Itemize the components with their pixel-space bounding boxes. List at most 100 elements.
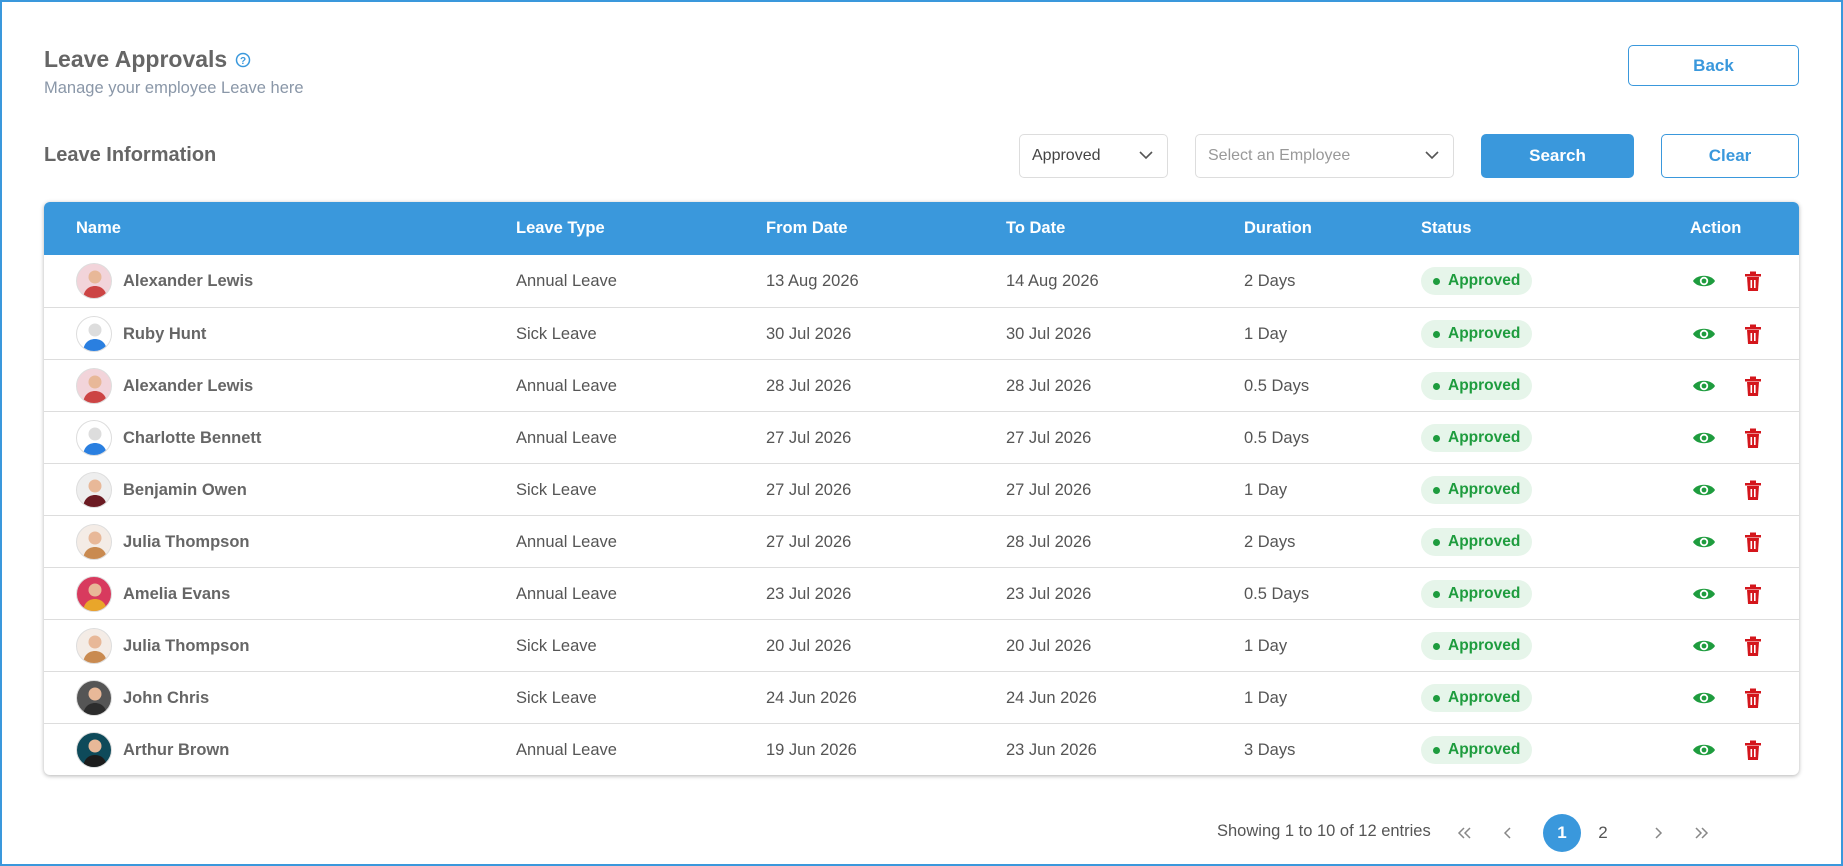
delete-icon[interactable] <box>1744 428 1762 448</box>
page-title: Leave Approvals <box>44 46 228 72</box>
table-cell: 28 Jul 2026 <box>1006 376 1092 395</box>
table-cell: 2 Days <box>1244 271 1296 290</box>
status-badge: Approved <box>1421 528 1533 556</box>
avatar <box>76 680 112 716</box>
view-icon[interactable] <box>1692 534 1716 550</box>
table-cell: Annual Leave <box>516 584 617 603</box>
table-cell: 28 Jul 2026 <box>766 376 852 395</box>
view-icon[interactable] <box>1692 586 1716 602</box>
delete-icon[interactable] <box>1744 271 1762 291</box>
table-cell: 1 Day <box>1244 324 1288 343</box>
avatar-figure <box>83 479 107 507</box>
table-row: Amelia Evans Annual Leave 23 Jul 2026 23 Ju… <box>44 567 1799 619</box>
status-dot <box>1433 277 1440 285</box>
page-button[interactable]: 1 <box>1543 814 1581 852</box>
employee-placeholder: Select an Employee <box>1208 147 1351 164</box>
view-icon[interactable] <box>1692 273 1716 289</box>
view-icon[interactable] <box>1692 326 1716 342</box>
table-cell: 30 Jul 2026 <box>766 324 852 343</box>
delete-icon[interactable] <box>1744 532 1762 552</box>
table-cell: 27 Jul 2026 <box>1006 428 1092 447</box>
employee-name: Arthur Brown <box>123 740 230 759</box>
employee-name: Amelia Evans <box>123 584 231 603</box>
page-subtitle: Manage your employee Leave here <box>44 79 304 97</box>
view-icon[interactable] <box>1692 742 1716 758</box>
status-badge: Approved <box>1421 372 1533 400</box>
page-button[interactable]: 2 <box>1598 823 1608 842</box>
status-dot <box>1433 694 1440 702</box>
table-cell: 19 Jun 2026 <box>766 740 857 759</box>
name-cell: John Chris <box>76 672 209 724</box>
delete-icon[interactable] <box>1744 636 1762 656</box>
status-badge: Approved <box>1421 267 1533 295</box>
avatar-figure <box>83 635 107 663</box>
view-icon[interactable] <box>1692 638 1716 654</box>
delete-icon[interactable] <box>1744 480 1762 500</box>
status-cell: Approved <box>1421 568 1533 620</box>
action-cell <box>1692 620 1762 672</box>
status-text: Approved <box>1448 272 1521 289</box>
avatar-figure <box>83 531 107 559</box>
table-header: Name Leave Type From Date To Date Duration St… <box>44 202 1799 255</box>
employee-name: Benjamin Owen <box>123 480 247 499</box>
table-cell: 23 Jun 2026 <box>1006 740 1097 759</box>
status-text: Approved <box>1448 533 1521 550</box>
employee-select[interactable]: Select an Employee <box>1195 134 1454 178</box>
employee-name: Charlotte Bennett <box>123 428 262 447</box>
status-dot <box>1433 330 1440 338</box>
next-page[interactable] <box>1639 814 1677 852</box>
clear-button[interactable]: Clear <box>1661 134 1799 178</box>
prev-page[interactable] <box>1489 814 1527 852</box>
table-cell: 1 Day <box>1244 636 1288 655</box>
view-icon[interactable] <box>1692 430 1716 446</box>
status-text: Approved <box>1448 689 1521 706</box>
view-icon[interactable] <box>1692 482 1716 498</box>
help-icon[interactable]: ? <box>235 52 251 68</box>
status-badge: Approved <box>1421 476 1533 504</box>
view-icon[interactable] <box>1692 690 1716 706</box>
table-cell: 23 Jul 2026 <box>766 584 852 603</box>
table-cell: 20 Jul 2026 <box>766 636 852 655</box>
back-button[interactable]: Back <box>1628 45 1799 86</box>
avatar <box>76 524 112 560</box>
avatar <box>76 576 112 612</box>
delete-icon[interactable] <box>1744 376 1762 396</box>
action-cell <box>1692 412 1762 464</box>
name-cell: Alexander Lewis <box>76 360 253 412</box>
column-header: From Date <box>766 219 848 237</box>
status-cell: Approved <box>1421 464 1533 516</box>
column-header: Action <box>1690 219 1742 237</box>
table-row: Alexander Lewis Annual Leave 13 Aug 2026 14… <box>44 255 1799 307</box>
table-cell: Sick Leave <box>516 324 597 343</box>
table-cell: 23 Jul 2026 <box>1006 584 1092 603</box>
status-select[interactable]: Approved <box>1019 134 1168 178</box>
status-dot <box>1433 538 1440 546</box>
status-text: Approved <box>1448 429 1521 446</box>
action-cell <box>1692 360 1762 412</box>
avatar-figure <box>83 375 107 403</box>
table-row: John Chris Sick Leave 24 Jun 2026 24 Jun 20… <box>44 671 1799 723</box>
view-icon[interactable] <box>1692 378 1716 394</box>
status-badge: Approved <box>1421 736 1533 764</box>
status-dot <box>1433 434 1440 442</box>
delete-icon[interactable] <box>1744 584 1762 604</box>
table-cell: 0.5 Days <box>1244 584 1310 603</box>
search-button[interactable]: Search <box>1481 134 1634 178</box>
action-cell <box>1692 308 1762 360</box>
table-row: Arthur Brown Annual Leave 19 Jun 2026 23 Ju… <box>44 723 1799 775</box>
action-cell <box>1692 516 1762 568</box>
status-cell: Approved <box>1421 672 1533 724</box>
last-page[interactable] <box>1682 814 1720 852</box>
table-cell: 20 Jul 2026 <box>1006 636 1092 655</box>
delete-icon[interactable] <box>1744 324 1762 344</box>
employee-name: John Chris <box>123 688 210 707</box>
delete-icon[interactable] <box>1744 740 1762 760</box>
status-text: Approved <box>1448 585 1521 602</box>
table-cell: Sick Leave <box>516 688 597 707</box>
status-dot <box>1433 642 1440 650</box>
table-row: Julia Thompson Sick Leave 20 Jul 2026 20 Ju… <box>44 619 1799 671</box>
delete-icon[interactable] <box>1744 688 1762 708</box>
first-page[interactable] <box>1446 814 1484 852</box>
employee-name: Alexander Lewis <box>123 376 254 395</box>
